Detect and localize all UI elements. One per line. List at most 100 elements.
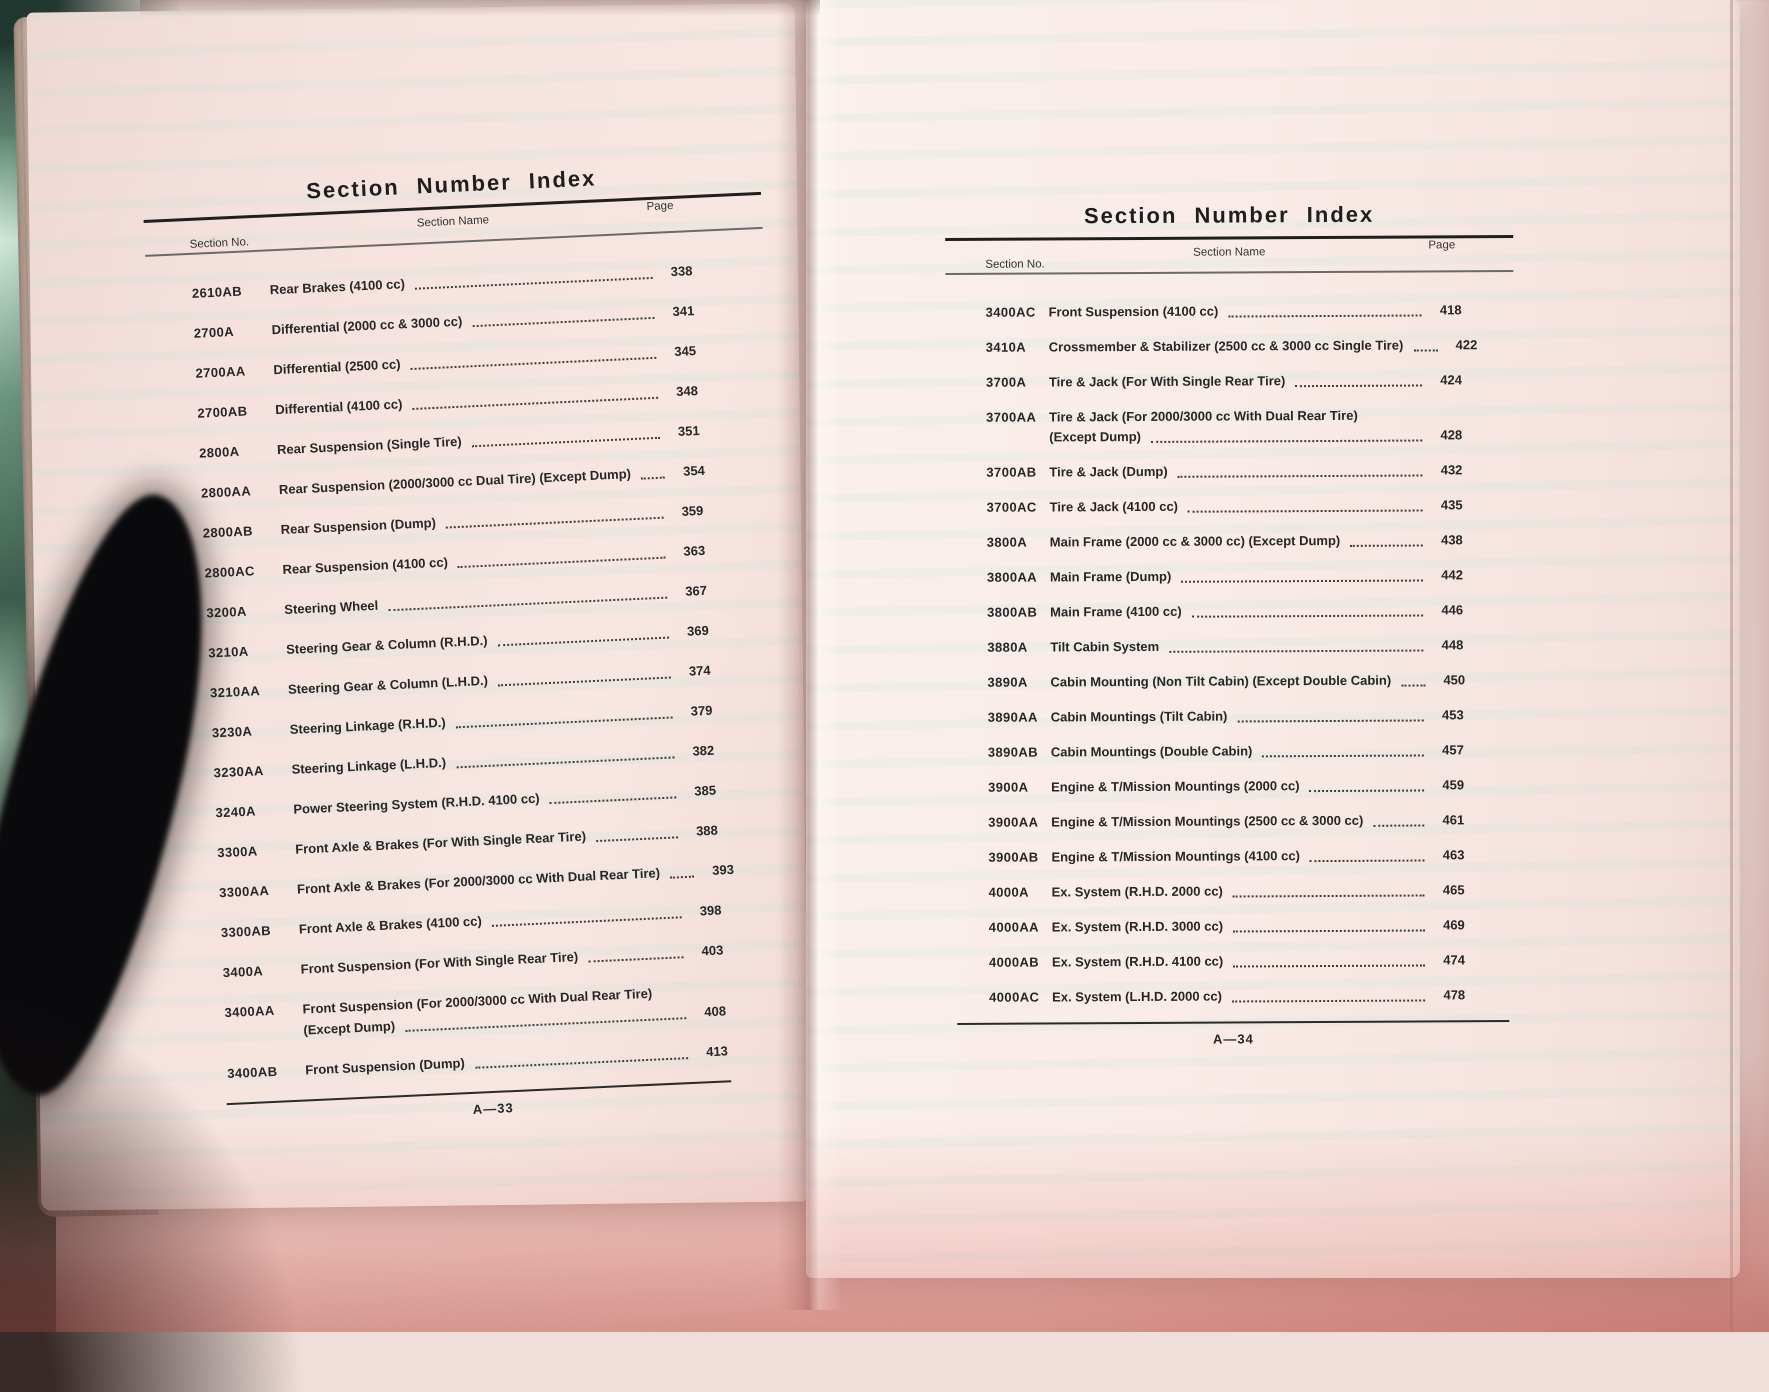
index-row: 3400AB Front Suspension (Dump) 413 (182, 1040, 728, 1086)
section-no: 4000AB (988, 954, 1040, 970)
page-number: 438 (1441, 532, 1463, 548)
section-name: Tire & Jack (4100 cc) (1049, 498, 1179, 515)
dot-leader (596, 836, 679, 843)
page-number: 338 (670, 263, 693, 280)
dot-leader (1350, 544, 1423, 547)
page-number: 465 (1442, 882, 1465, 898)
page-number: 478 (1443, 987, 1466, 1003)
section-name: Ex. System (L.H.D. 2000 cc) (1052, 988, 1223, 1005)
index-row: 2800AA Rear Suspension (2000/3000 cc Dual… (156, 460, 706, 506)
page-number: 459 (1442, 777, 1465, 793)
page-number: 461 (1442, 812, 1465, 828)
section-name-cell: Rear Suspension (2000/3000 cc Dual Tire)… (278, 460, 706, 500)
dot-leader (641, 476, 666, 480)
section-name-cell: Front Suspension (4100 cc) 418 (1049, 300, 1462, 322)
section-name-cell: Engine & T/Mission Mountings (2500 cc & … (1051, 810, 1464, 832)
dot-leader (498, 676, 671, 687)
section-no: 2700A (193, 323, 235, 341)
dot-leader (1191, 614, 1424, 618)
section-name-cell: Steering Gear & Column (L.H.D.) 374 (288, 660, 712, 700)
section-name: Main Frame (2000 cc & 3000 cc) (Except D… (1049, 532, 1341, 550)
dot-leader (1237, 719, 1424, 723)
page-number: 408 (703, 1003, 727, 1020)
index-row: 2700AA Differential (2500 cc) 345 (150, 340, 696, 386)
section-no: 3900A (988, 779, 1029, 795)
section-no: 3200A (206, 603, 248, 621)
page-number: 341 (672, 303, 695, 320)
section-name-cell: Cabin Mounting (Non Tilt Cabin) (Except … (1050, 670, 1465, 692)
dot-leader (455, 716, 673, 729)
page-number: 403 (701, 942, 724, 959)
section-name: Front Axle & Brakes (For 2000/3000 cc Wi… (296, 865, 661, 897)
section-name: Tire & Jack (For 2000/3000 cc With Dual … (1049, 407, 1358, 425)
bottom-left-shadow (0, 952, 330, 1392)
left-page: Section Number Index Section No. Section… (142, 158, 802, 1130)
page-number: 382 (692, 742, 715, 759)
section-no: 2610AB (191, 283, 243, 301)
page-number: 348 (675, 383, 699, 399)
section-name: Rear Suspension (Single Tire) (276, 433, 462, 458)
section-no: 2800AA (200, 483, 252, 501)
section-name-cell: Front Axle & Brakes (For 2000/3000 cc Wi… (296, 860, 735, 900)
right-page-paper (806, 0, 1740, 1278)
section-name-cell: Main Frame (2000 cc & 3000 cc) (Except D… (1050, 530, 1463, 552)
section-name-cell: Front Axle & Brakes (4100 cc) 398 (298, 899, 722, 939)
right-page-edge (1729, 0, 1769, 1332)
section-name-cell: Rear Brakes (4100 cc) 338 (269, 260, 693, 300)
dot-leader (446, 516, 664, 529)
section-name: Cabin Mounting (Non Tilt Cabin) (Except … (1050, 672, 1392, 690)
section-name-cell: Ex. System (R.H.D. 3000 cc) 469 (1052, 915, 1465, 937)
section-name-cell: Main Frame (Dump) 442 (1050, 565, 1463, 587)
section-name: Main Frame (Dump) (1049, 568, 1172, 585)
section-name: Steering Linkage (L.H.D.) (291, 754, 447, 777)
index-row: 3880A Tilt Cabin System 448 (947, 635, 1463, 658)
index-row: 3800AB Main Frame (4100 cc) 446 (947, 600, 1463, 623)
page-number: 432 (1440, 462, 1463, 478)
section-name-cell: Front Suspension (For With Single Rear T… (300, 939, 724, 979)
footer-page-label: A—34 (1212, 1031, 1254, 1047)
index-row: 4000A Ex. System (R.H.D. 2000 cc) 465 (949, 880, 1465, 903)
page-number: 422 (1455, 337, 1478, 353)
dot-leader (1188, 509, 1423, 513)
section-name-cell: Rear Suspension (Single Tire) 351 (277, 420, 701, 460)
page-number: 393 (711, 861, 735, 878)
section-name: Ex. System (R.H.D. 3000 cc) (1051, 918, 1224, 935)
footer-rule (957, 1020, 1510, 1025)
page-number: 379 (690, 702, 713, 719)
index-row: 2700A Differential (2000 cc & 3000 cc) 341 (148, 300, 694, 346)
section-name-cell: Rear Suspension (Dump) 359 (280, 500, 704, 540)
page-number: 424 (1440, 372, 1462, 388)
section-name: Engine & T/Mission Mountings (2000 cc) (1051, 778, 1300, 795)
index-row: 3890A Cabin Mounting (Non Tilt Cabin) (Ex… (947, 670, 1465, 693)
dot-leader (549, 796, 677, 805)
section-name: Tire & Jack (Dump) (1049, 463, 1168, 480)
section-name-cell: Ex. System (R.H.D. 4100 cc) 474 (1052, 950, 1465, 972)
top-page-shadow (140, 0, 820, 16)
index-row: 2610AB Rear Brakes (4100 cc) 338 (146, 260, 693, 306)
dot-leader (474, 1057, 689, 1069)
section-name: Rear Brakes (4100 cc) (269, 276, 406, 298)
section-name: Tilt Cabin System (1050, 638, 1160, 655)
section-name: Engine & T/Mission Mountings (4100 cc) (1051, 848, 1300, 865)
index-row: 3700AC Tire & Jack (4100 cc) 435 (947, 495, 1463, 518)
page-number: 359 (681, 502, 704, 519)
index-row: 3900AB Engine & T/Mission Mountings (4100… (948, 845, 1464, 868)
section-name: (Except Dump) (1049, 428, 1141, 445)
section-name-cell: Tire & Jack (Dump) 432 (1049, 460, 1462, 482)
index-row: 4000AB Ex. System (R.H.D. 4100 cc) 474 (949, 950, 1465, 973)
index-row: 3240A Power Steering System (R.H.D. 4100 … (170, 780, 716, 826)
section-no: 3230AA (213, 763, 265, 781)
section-name: Front Suspension (Dump) (304, 1055, 466, 1078)
section-name: Steering Linkage (R.H.D.) (289, 714, 447, 737)
section-no: 3400A (222, 963, 264, 981)
section-name: Differential (4100 cc) (274, 396, 403, 418)
dot-leader (1413, 349, 1438, 352)
page-number: 354 (682, 462, 706, 479)
section-name: Differential (2500 cc) (273, 356, 401, 378)
dot-leader (471, 436, 660, 448)
section-no: 3890A (987, 674, 1028, 690)
section-name-cell: Differential (2500 cc) 345 (273, 340, 697, 380)
right-page: Section Number Index Section No. Section… (945, 201, 1517, 1048)
section-no: 3300AA (218, 882, 270, 901)
index-row: 3900AA Engine & T/Mission Mountings (2500… (948, 810, 1464, 833)
